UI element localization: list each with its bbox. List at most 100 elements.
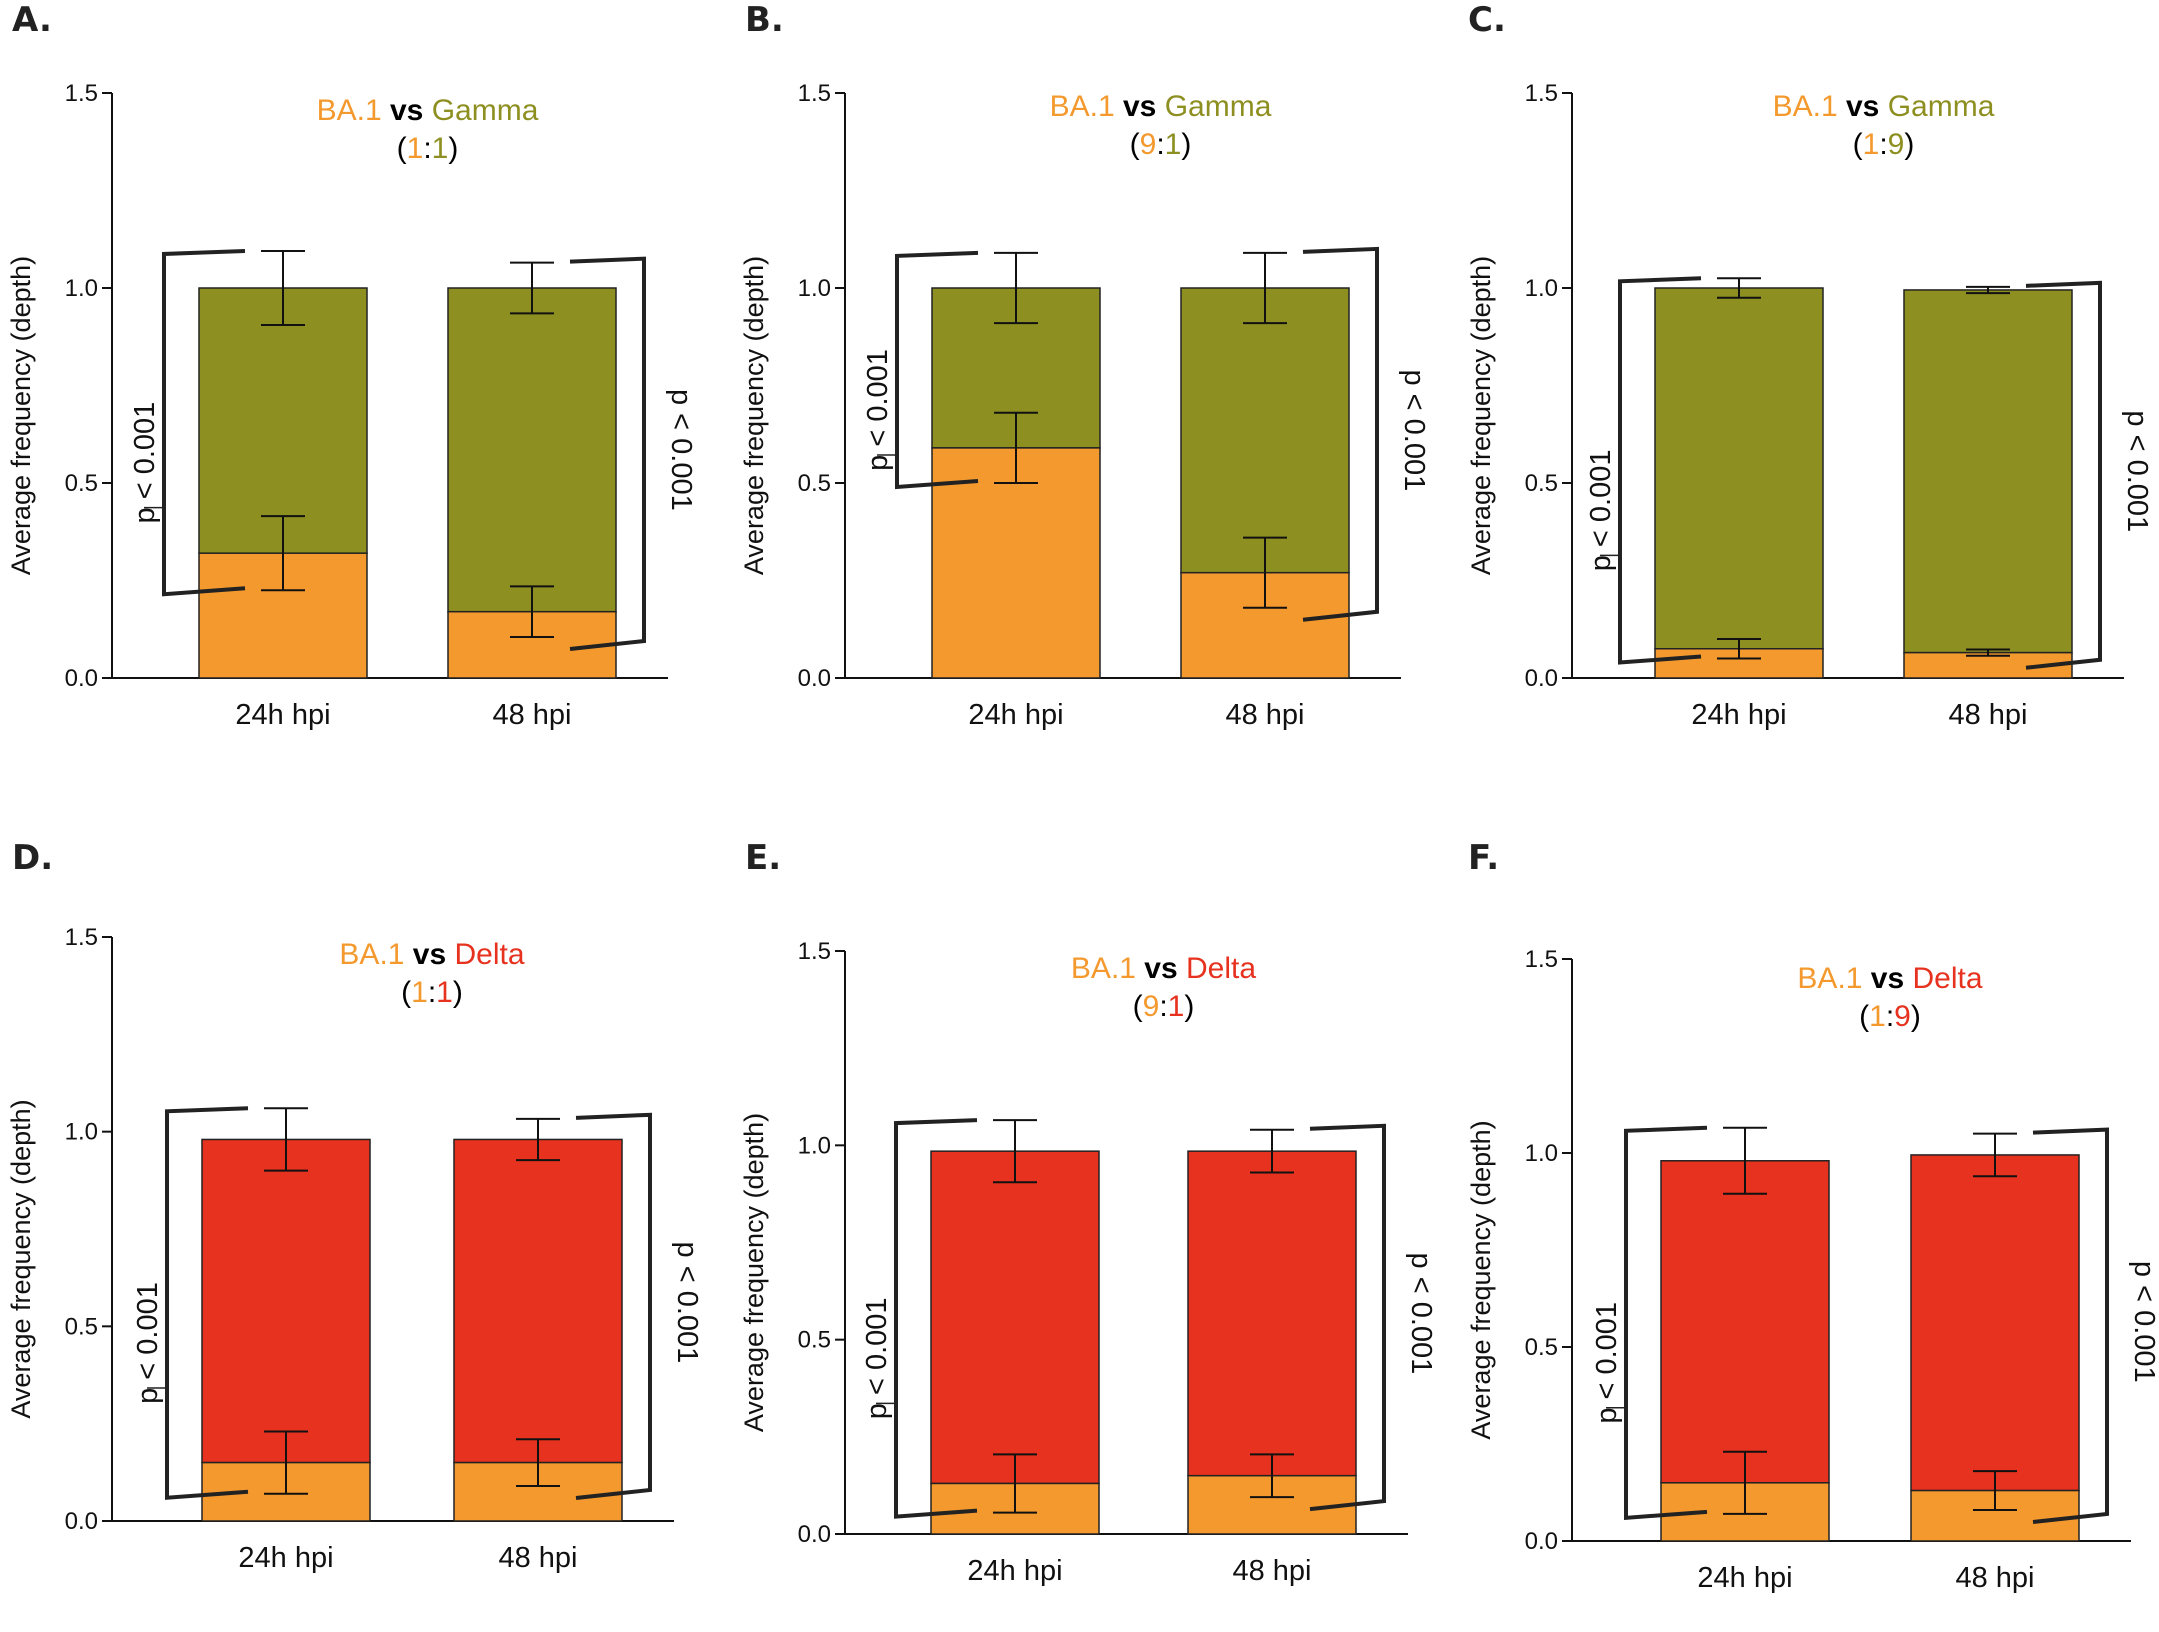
- panel-letter: B.: [745, 0, 784, 40]
- title-right-variant: Delta: [1913, 962, 1983, 995]
- ratio-right: 9: [1888, 128, 1905, 161]
- y-tick-label: 1.0: [1525, 275, 1558, 302]
- ratio-close: ): [1181, 128, 1191, 161]
- figure: A. 0.0 0.5 1.0 1.5 Average frequency (depth)…: [0, 0, 2159, 1594]
- p-value-left: p < 0.001: [129, 402, 161, 524]
- y-tick-label: 1.0: [65, 275, 98, 302]
- x-tick-label: 48 hpi: [1232, 1555, 1311, 1587]
- chart-ratio: (1:9): [1859, 1000, 1921, 1033]
- title-right-variant: Delta: [455, 938, 525, 971]
- ratio-right: 1: [432, 132, 449, 165]
- bar-top-segment: [1180, 287, 1350, 574]
- bracket-left: [162, 248, 246, 597]
- y-tick-label: 1.5: [1525, 946, 1558, 973]
- bar-top-segment: [201, 1138, 371, 1464]
- p-value-right: p < 0.001: [1405, 1253, 1437, 1375]
- bar-top-segment: [1660, 1160, 1830, 1484]
- p-value-right: p < 0.001: [2121, 410, 2153, 532]
- ratio-right: 1: [436, 976, 453, 1009]
- y-axis-label: Average frequency (depth): [6, 256, 36, 575]
- y-tick-label: 1.5: [1525, 80, 1558, 107]
- ratio-sep: :: [1156, 128, 1164, 161]
- bracket-right: [1302, 246, 1379, 622]
- chart-title: BA.1 vs Gamma: [317, 94, 539, 127]
- y-tick-label: 0.5: [1525, 470, 1558, 497]
- chart-title: BA.1 vs Gamma: [1773, 90, 1995, 123]
- x-tick-label: 24h hpi: [967, 1555, 1062, 1587]
- x-tick-label: 24h hpi: [1697, 1562, 1792, 1594]
- ratio-close: ): [448, 132, 458, 165]
- y-tick-label: 0.5: [65, 1313, 98, 1340]
- x-tick-label: 24h hpi: [238, 1542, 333, 1574]
- y-tick-label: 0.0: [1525, 1528, 1558, 1555]
- y-tick-label: 0.5: [65, 470, 98, 497]
- title-right-variant: Delta: [1186, 952, 1256, 985]
- ratio-sep: :: [428, 976, 436, 1009]
- bar-top-segment: [930, 1150, 1100, 1485]
- chart-e: 0.0 0.5 1.0 1.5 Average frequency (depth) BA.…: [739, 938, 1437, 1587]
- y-tick-label: 1.0: [65, 1119, 98, 1146]
- panel-b: B. 0.0 0.5 1.0 1.5 Average frequency (depth)…: [733, 0, 1453, 794]
- bar-top-segment: [447, 287, 617, 613]
- x-tick-label: 24h hpi: [235, 699, 330, 731]
- y-tick-label: 0.5: [798, 470, 831, 497]
- p-value-left: p < 0.001: [861, 1297, 893, 1419]
- ratio-sep: :: [1879, 128, 1887, 161]
- title-vs: vs: [1862, 962, 1912, 995]
- ratio-open: (: [401, 976, 411, 1009]
- bracket-right: [2032, 1127, 2109, 1524]
- y-tick-label: 1.5: [65, 80, 98, 107]
- ratio-right: 1: [1168, 990, 1185, 1023]
- y-tick-label: 1.5: [65, 924, 98, 951]
- bracket-left: [1618, 276, 1702, 665]
- title-left-variant: BA.1: [1773, 90, 1838, 123]
- ratio-sep: :: [1886, 1000, 1894, 1033]
- chart-title: BA.1 vs Delta: [1797, 962, 1982, 995]
- ratio-open: (: [1130, 128, 1140, 161]
- y-axis-label: Average frequency (depth): [6, 1099, 36, 1418]
- ratio-left: 9: [1140, 128, 1157, 161]
- ratio-open: (: [1133, 990, 1143, 1023]
- y-tick-label: 0.0: [798, 1521, 831, 1548]
- p-value-left: p < 0.001: [1591, 1302, 1623, 1424]
- x-tick-label: 24h hpi: [1691, 699, 1786, 731]
- title-vs: vs: [1136, 952, 1186, 985]
- ratio-close: ): [1911, 1000, 1921, 1033]
- chart-ratio: (9:1): [1130, 128, 1192, 161]
- title-left-variant: BA.1: [1071, 952, 1136, 985]
- chart-b: 0.0 0.5 1.0 1.5 Average frequency (depth) BA.…: [739, 80, 1430, 731]
- bar-top-segment: [1910, 1154, 2080, 1492]
- title-left-variant: BA.1: [317, 94, 382, 127]
- ratio-close: ): [1904, 128, 1914, 161]
- ratio-close: ): [453, 976, 463, 1009]
- title-vs: vs: [404, 938, 454, 971]
- bracket-left: [895, 250, 979, 490]
- y-axis-label: Average frequency (depth): [739, 1113, 769, 1432]
- p-value-left: p < 0.001: [132, 1282, 164, 1404]
- title-right-variant: Gamma: [1888, 90, 1995, 123]
- chart-ratio: (1:1): [401, 976, 463, 1009]
- p-value-right: p < 0.001: [2128, 1261, 2159, 1383]
- panel-e: E. 0.0 0.5 1.0 1.5 Average frequency (depth)…: [733, 838, 1453, 1632]
- panel-letter: A.: [12, 0, 52, 40]
- y-tick-label: 0.5: [798, 1327, 831, 1354]
- panel-d: D. 0.0 0.5 1.0 1.5 Average frequency (depth)…: [0, 838, 720, 1632]
- y-tick-label: 1.0: [1525, 1140, 1558, 1167]
- panel-a: A. 0.0 0.5 1.0 1.5 Average frequency (depth)…: [0, 0, 720, 794]
- y-tick-label: 0.0: [65, 665, 98, 692]
- title-right-variant: Gamma: [432, 94, 539, 127]
- ratio-sep: :: [423, 132, 431, 165]
- title-left-variant: BA.1: [1797, 962, 1862, 995]
- bar-top-segment: [1903, 289, 2073, 654]
- bar-top-segment: [198, 287, 368, 554]
- ratio-open: (: [397, 132, 407, 165]
- chart-ratio: (9:1): [1133, 990, 1195, 1023]
- ratio-left: 1: [407, 132, 424, 165]
- x-tick-label: 24h hpi: [968, 699, 1063, 731]
- y-axis-label: Average frequency (depth): [1466, 1120, 1496, 1439]
- bracket-left: [1624, 1125, 1708, 1520]
- ratio-left: 1: [411, 976, 428, 1009]
- y-tick-label: 1.0: [798, 1132, 831, 1159]
- title-left-variant: BA.1: [339, 938, 404, 971]
- bar-bottom-segment: [931, 447, 1101, 679]
